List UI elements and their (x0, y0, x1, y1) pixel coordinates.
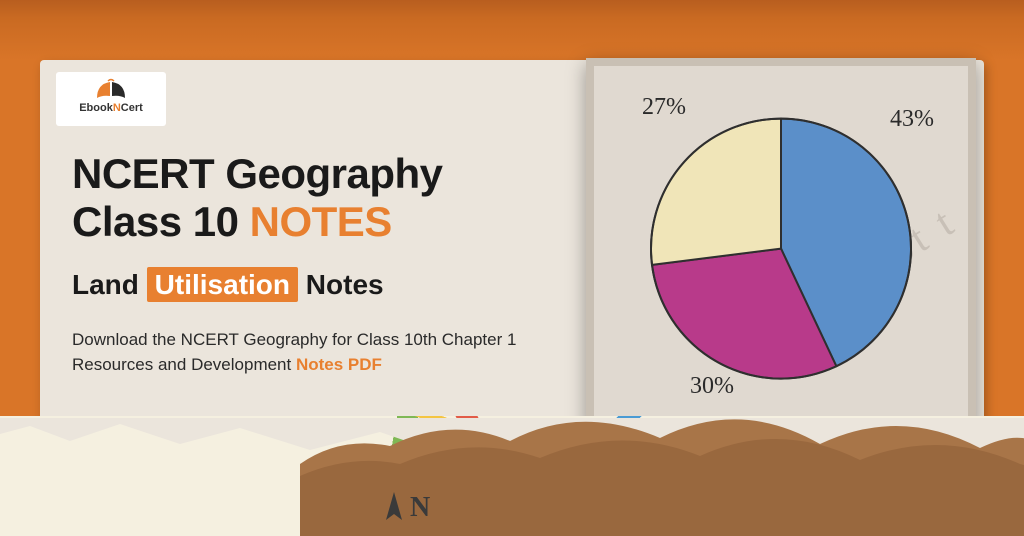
subtitle-prefix: Land (72, 269, 147, 300)
top-texture-strip (0, 0, 1024, 60)
pie-chart-inner: not t 43% 27% 30% (594, 66, 968, 420)
subtitle: Land Utilisation Notes (72, 269, 552, 301)
pie-label-27: 27% (642, 94, 686, 121)
pie-chart-panel: not t 43% 27% 30% (586, 58, 976, 428)
main-title: NCERT Geography Class 10 NOTES (72, 150, 552, 247)
brand-accent: N (113, 102, 121, 114)
subtitle-highlight: Utilisation (147, 267, 298, 302)
brand-suffix: Cert (121, 102, 143, 114)
compass-arrow-icon (380, 490, 408, 526)
description: Download the NCERT Geography for Class 1… (72, 327, 532, 378)
torn-map-strip: N (0, 386, 1024, 536)
title-block: NCERT Geography Class 10 NOTES Land Util… (72, 150, 552, 378)
brown-paper-tear (300, 376, 1024, 536)
page-background: EbookNCert NCERT Geography Class 10 NOTE… (0, 0, 1024, 536)
book-icon (96, 78, 126, 100)
title-line1: NCERT Geography (72, 150, 443, 197)
pie-slice-27 (651, 119, 781, 265)
description-accent: Notes PDF (296, 355, 382, 374)
title-line2-prefix: Class 10 (72, 198, 250, 245)
subtitle-suffix: Notes (298, 269, 384, 300)
pie-label-43: 43% (890, 106, 934, 133)
compass-north-label: N (410, 492, 430, 524)
title-line2-accent: NOTES (250, 198, 392, 245)
brand-logo-text: EbookNCert (79, 102, 143, 114)
brand-prefix: Ebook (79, 102, 113, 114)
brand-logo: EbookNCert (56, 72, 166, 126)
description-prefix: Download the NCERT Geography for Class 1… (72, 330, 516, 375)
pie-chart-svg (641, 109, 921, 389)
